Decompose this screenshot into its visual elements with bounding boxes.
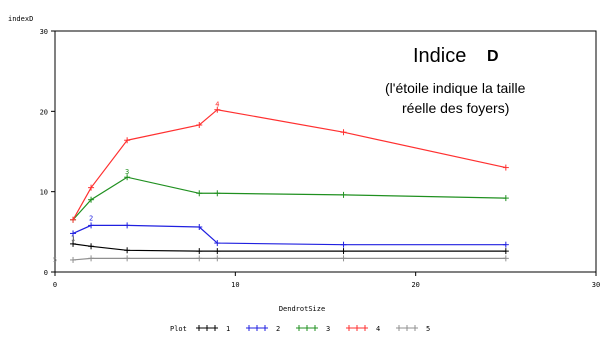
actual-size-star-label: 2	[89, 214, 93, 222]
x-axis-label: DendrotSize	[279, 305, 325, 313]
series-5-line	[72, 257, 506, 261]
y-axis-label: indexD	[8, 15, 33, 23]
legend-item-4: 4	[346, 325, 380, 333]
series-4: 4	[70, 100, 509, 223]
legend: Plot 1 2 3 4 5	[170, 325, 430, 333]
actual-size-star-label: 3	[125, 168, 129, 176]
legend-label: 3	[326, 325, 330, 333]
plot-frame	[54, 30, 597, 273]
legend-label: 5	[426, 325, 430, 333]
series-2: 2	[70, 214, 509, 248]
annotation-note-line-2: réelle des foyers)	[402, 100, 509, 116]
legend-label: 2	[276, 325, 280, 333]
legend-title: Plot	[170, 325, 187, 333]
legend-label: 1	[226, 325, 230, 333]
legend-item-2: 2	[246, 325, 280, 333]
actual-size-star-label: 5	[53, 256, 57, 264]
legend-item-5: 5	[396, 325, 430, 333]
series-3: 3	[70, 168, 509, 223]
annotation-title: Indice	[413, 45, 466, 67]
annotation-note-line-1: (l'étoile indique la taille	[385, 80, 526, 96]
ticks: 0 10 20 30 0 10 20 30	[40, 28, 601, 289]
series-1: 1	[70, 234, 509, 255]
y-tick-label: 30	[40, 28, 48, 36]
y-tick-label: 20	[40, 108, 48, 116]
x-tick-label: 30	[592, 281, 600, 289]
legend-item-3: 3	[296, 325, 330, 333]
series-4-line	[72, 109, 506, 221]
legend-item-1: 1	[196, 325, 230, 333]
x-tick-label: 10	[231, 281, 239, 289]
series-lines: 1 2 3 4 5	[53, 100, 509, 264]
series-3-line	[72, 176, 506, 221]
y-tick-label: 10	[40, 189, 48, 197]
annotation-title-letter: D	[487, 48, 499, 65]
series-2-line	[72, 224, 506, 246]
chart-annotation: Indice D (l'étoile indique la taille rée…	[385, 45, 526, 116]
x-tick-label: 20	[411, 281, 419, 289]
actual-size-star-label: 1	[71, 234, 75, 242]
axes	[54, 30, 597, 273]
x-tick-label: 0	[53, 281, 57, 289]
y-tick-label: 0	[44, 269, 48, 277]
series-5: 5	[53, 255, 509, 264]
actual-size-star-label: 4	[215, 100, 219, 108]
legend-label: 4	[376, 325, 380, 333]
